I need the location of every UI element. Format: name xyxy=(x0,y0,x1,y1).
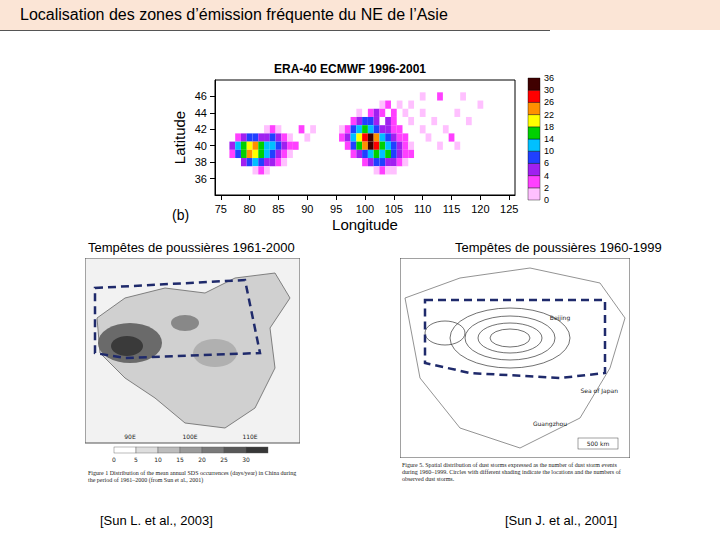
svg-text:Longitude: Longitude xyxy=(332,216,398,233)
svg-text:95: 95 xyxy=(330,203,342,215)
svg-text:36: 36 xyxy=(195,173,207,185)
svg-text:5: 5 xyxy=(134,456,138,463)
svg-text:100E: 100E xyxy=(182,433,197,440)
svg-text:30: 30 xyxy=(544,85,554,95)
svg-text:22: 22 xyxy=(544,110,554,120)
svg-text:20: 20 xyxy=(198,456,206,463)
svg-text:115: 115 xyxy=(443,203,461,215)
svg-text:120: 120 xyxy=(471,203,489,215)
svg-text:0: 0 xyxy=(544,195,549,205)
svg-text:15: 15 xyxy=(176,456,184,463)
html-text:[Sun J. et al., 2001]: [Sun J. et al., 2001] xyxy=(505,513,617,528)
svg-text:2: 2 xyxy=(544,183,549,193)
svg-text:Sea of Japan: Sea of Japan xyxy=(580,387,618,395)
html-text:Figure 5. Spatial distribution: Figure 5. Spatial distribution of dust s… xyxy=(402,462,621,482)
svg-text:75: 75 xyxy=(215,203,227,215)
svg-text:110: 110 xyxy=(414,203,432,215)
svg-text:0: 0 xyxy=(112,456,116,463)
svg-text:85: 85 xyxy=(272,203,284,215)
svg-text:125: 125 xyxy=(500,203,518,215)
svg-text:25: 25 xyxy=(220,456,228,463)
svg-text:4: 4 xyxy=(544,171,549,181)
html-text:[Sun L. et al., 2003]: [Sun L. et al., 2003] xyxy=(100,513,213,528)
svg-text:90: 90 xyxy=(301,203,313,215)
svg-text:90E: 90E xyxy=(124,433,136,440)
svg-text:42: 42 xyxy=(195,123,207,135)
svg-text:6: 6 xyxy=(544,158,549,168)
svg-text:36: 36 xyxy=(544,73,554,83)
svg-text:44: 44 xyxy=(195,107,207,119)
svg-text:500 km: 500 km xyxy=(587,440,610,447)
html-text:Figure 1 Distribution of the m: Figure 1 Distribution of the mean annual… xyxy=(88,470,297,483)
svg-text:ERA-40 ECMWF 1996-2001: ERA-40 ECMWF 1996-2001 xyxy=(274,62,426,76)
svg-text:80: 80 xyxy=(243,203,255,215)
svg-text:14: 14 xyxy=(544,134,554,144)
svg-text:110E: 110E xyxy=(242,433,257,440)
svg-text:40: 40 xyxy=(195,140,207,152)
html-text:Tempêtes de poussières 1960-19: Tempêtes de poussières 1960-1999 xyxy=(455,240,662,255)
svg-text:10: 10 xyxy=(544,146,554,156)
svg-text:Latitude: Latitude xyxy=(171,111,188,164)
svg-text:105: 105 xyxy=(385,203,403,215)
svg-text:18: 18 xyxy=(544,122,554,132)
svg-text:Guangzhou: Guangzhou xyxy=(533,420,567,428)
svg-text:Beijing: Beijing xyxy=(550,314,571,322)
svg-text:10: 10 xyxy=(154,456,162,463)
html-text:Tempêtes de poussières 1961-20: Tempêtes de poussières 1961-2000 xyxy=(88,240,295,255)
html-text:Localisation des zones d’émiss: Localisation des zones d’émission fréque… xyxy=(20,6,448,23)
svg-text:30: 30 xyxy=(242,456,250,463)
svg-text:46: 46 xyxy=(195,90,207,102)
svg-text:(b): (b) xyxy=(172,207,189,223)
svg-text:100: 100 xyxy=(356,203,374,215)
svg-text:26: 26 xyxy=(544,97,554,107)
svg-text:38: 38 xyxy=(195,156,207,168)
